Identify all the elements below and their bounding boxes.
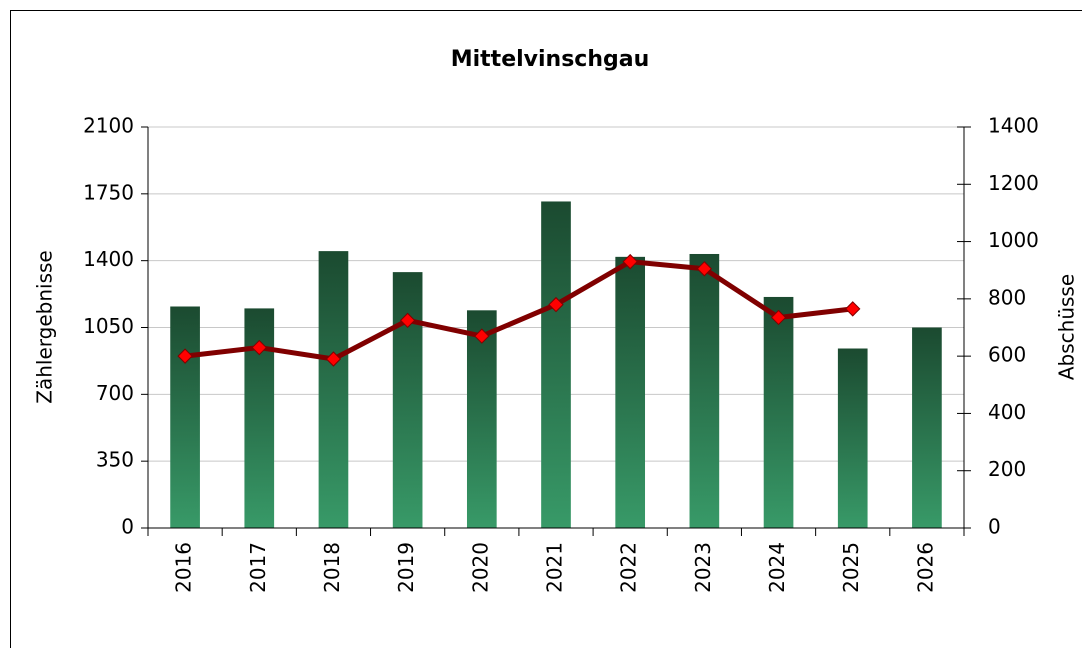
x-tick-label: 2025 bbox=[839, 542, 863, 593]
marker bbox=[325, 351, 342, 367]
x-tick-label: 2016 bbox=[172, 542, 196, 593]
y2-tick-label: 400 bbox=[988, 400, 1026, 424]
bar bbox=[763, 296, 794, 528]
y-tick-label: 0 bbox=[121, 515, 134, 539]
y2-tick-label: 800 bbox=[988, 285, 1026, 309]
marker bbox=[474, 328, 490, 344]
bar bbox=[837, 348, 868, 528]
bar bbox=[170, 306, 200, 528]
marker bbox=[251, 339, 267, 356]
x-tick-label: 2018 bbox=[320, 542, 344, 593]
x-tick-label: 2020 bbox=[468, 542, 492, 593]
marker bbox=[622, 253, 638, 270]
line bbox=[184, 259, 854, 362]
x-tick-label: 2019 bbox=[394, 542, 418, 593]
marker bbox=[548, 296, 564, 313]
bar bbox=[392, 272, 423, 528]
y-tick-label: 1400 bbox=[83, 247, 134, 271]
x-tick-label: 2022 bbox=[617, 542, 641, 593]
y2-tick-label: 200 bbox=[988, 457, 1026, 481]
y2-tick-label: 1000 bbox=[988, 228, 1039, 252]
bar bbox=[318, 251, 349, 528]
x-tick-label: 2021 bbox=[543, 542, 567, 593]
marker bbox=[845, 301, 861, 317]
y-tick-label: 1750 bbox=[83, 180, 134, 204]
y-axis-label: Zählergebnisse bbox=[33, 250, 57, 403]
y2-axis-label: Abschüsse bbox=[1055, 274, 1079, 380]
bar bbox=[689, 253, 720, 528]
marker bbox=[177, 348, 193, 364]
marker bbox=[770, 309, 787, 326]
x-tick-label: 2026 bbox=[913, 542, 937, 593]
y2-tick-label: 1400 bbox=[988, 114, 1039, 138]
bar bbox=[912, 327, 942, 528]
y2-tick-label: 0 bbox=[988, 515, 1001, 539]
bar bbox=[466, 310, 497, 528]
marker bbox=[399, 312, 416, 329]
chart-title: Mittelvinschgau bbox=[451, 47, 650, 72]
y-tick-label: 1050 bbox=[83, 314, 134, 338]
marker bbox=[696, 261, 713, 277]
x-tick-label: 2017 bbox=[246, 542, 270, 593]
bar bbox=[541, 201, 571, 528]
y2-tick-label: 600 bbox=[988, 343, 1026, 367]
y-tick-label: 350 bbox=[96, 448, 134, 472]
y-tick-label: 700 bbox=[96, 381, 134, 405]
x-tick-label: 2023 bbox=[691, 542, 715, 593]
y2-tick-label: 1200 bbox=[988, 171, 1039, 195]
x-tick-label: 2024 bbox=[765, 542, 789, 593]
y-tick-label: 2100 bbox=[83, 114, 134, 138]
bar bbox=[615, 256, 646, 528]
